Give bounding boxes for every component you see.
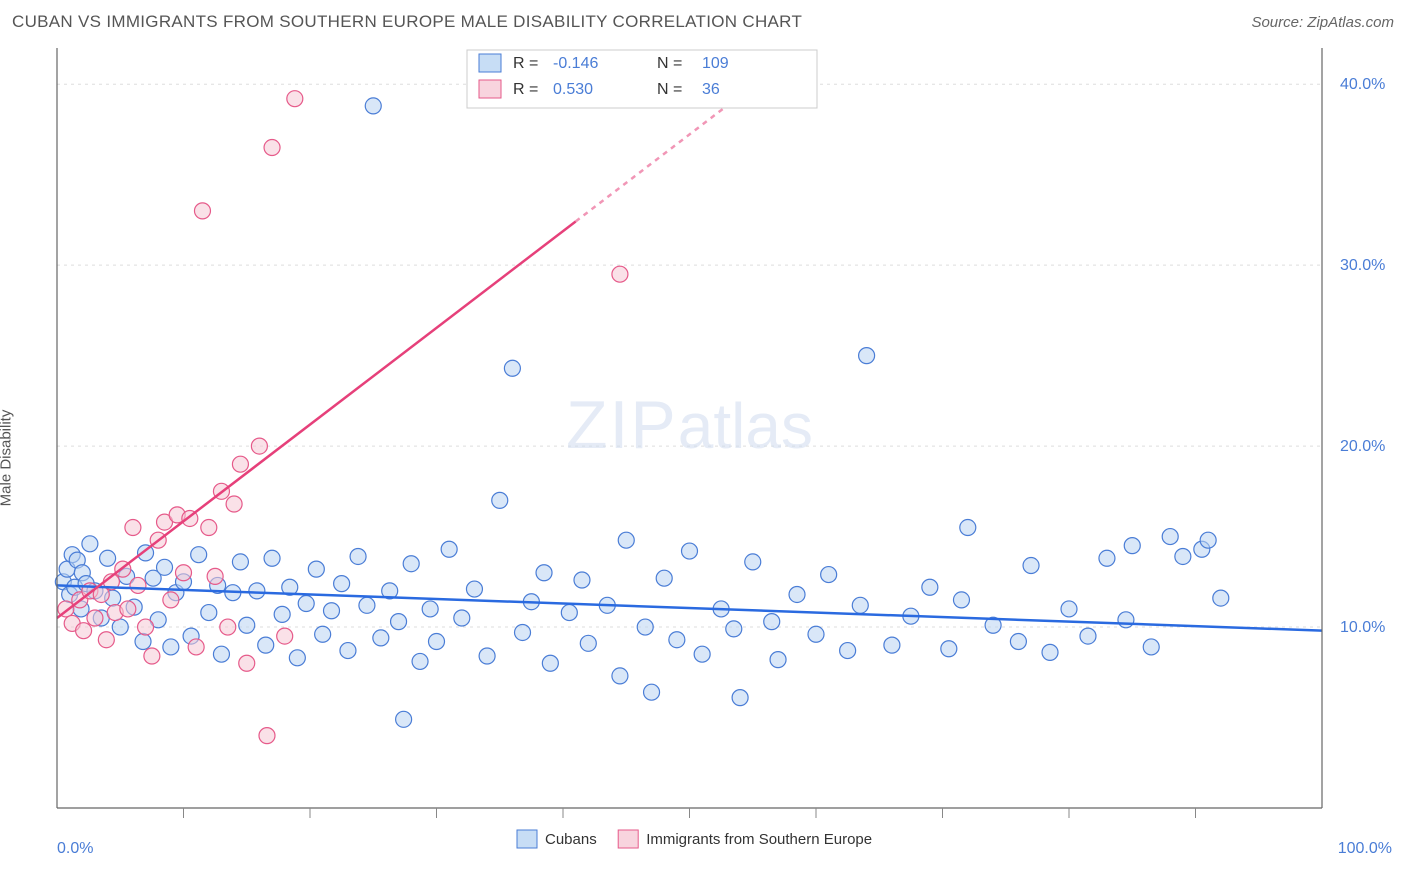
svg-text:N =: N =: [657, 55, 682, 72]
svg-text:36: 36: [702, 81, 720, 98]
svg-text:R =: R =: [513, 55, 538, 72]
svg-text:R =: R =: [513, 81, 538, 98]
chart-container: Male Disability ZIPatlas10.0%20.0%30.0%4…: [12, 38, 1394, 878]
svg-text:10.0%: 10.0%: [1340, 619, 1385, 636]
svg-text:-0.146: -0.146: [553, 55, 598, 72]
svg-text:40.0%: 40.0%: [1340, 76, 1385, 93]
y-axis-label: Male Disability: [0, 410, 15, 507]
svg-text:N =: N =: [657, 81, 682, 98]
svg-text:0.530: 0.530: [553, 81, 593, 98]
chart-title: CUBAN VS IMMIGRANTS FROM SOUTHERN EUROPE…: [12, 12, 802, 32]
source-label: Source: ZipAtlas.com: [1251, 14, 1394, 31]
svg-text:ZIPatlas: ZIPatlas: [566, 387, 813, 463]
svg-text:Cubans: Cubans: [545, 831, 597, 848]
scatter-chart: ZIPatlas 10.0% 20.0% 30.0% 40.0% 0.0% 100.0% R …: [12, 38, 1394, 878]
svg-text:100.0%: 100.0%: [1338, 840, 1392, 857]
svg-text:20.0%: 20.0%: [1340, 438, 1385, 455]
svg-text:Immigrants from Southern Europ: Immigrants from Southern Europe: [646, 831, 872, 848]
svg-text:0.0%: 0.0%: [57, 840, 93, 857]
svg-text:30.0%: 30.0%: [1340, 257, 1385, 274]
svg-text:109: 109: [702, 55, 729, 72]
